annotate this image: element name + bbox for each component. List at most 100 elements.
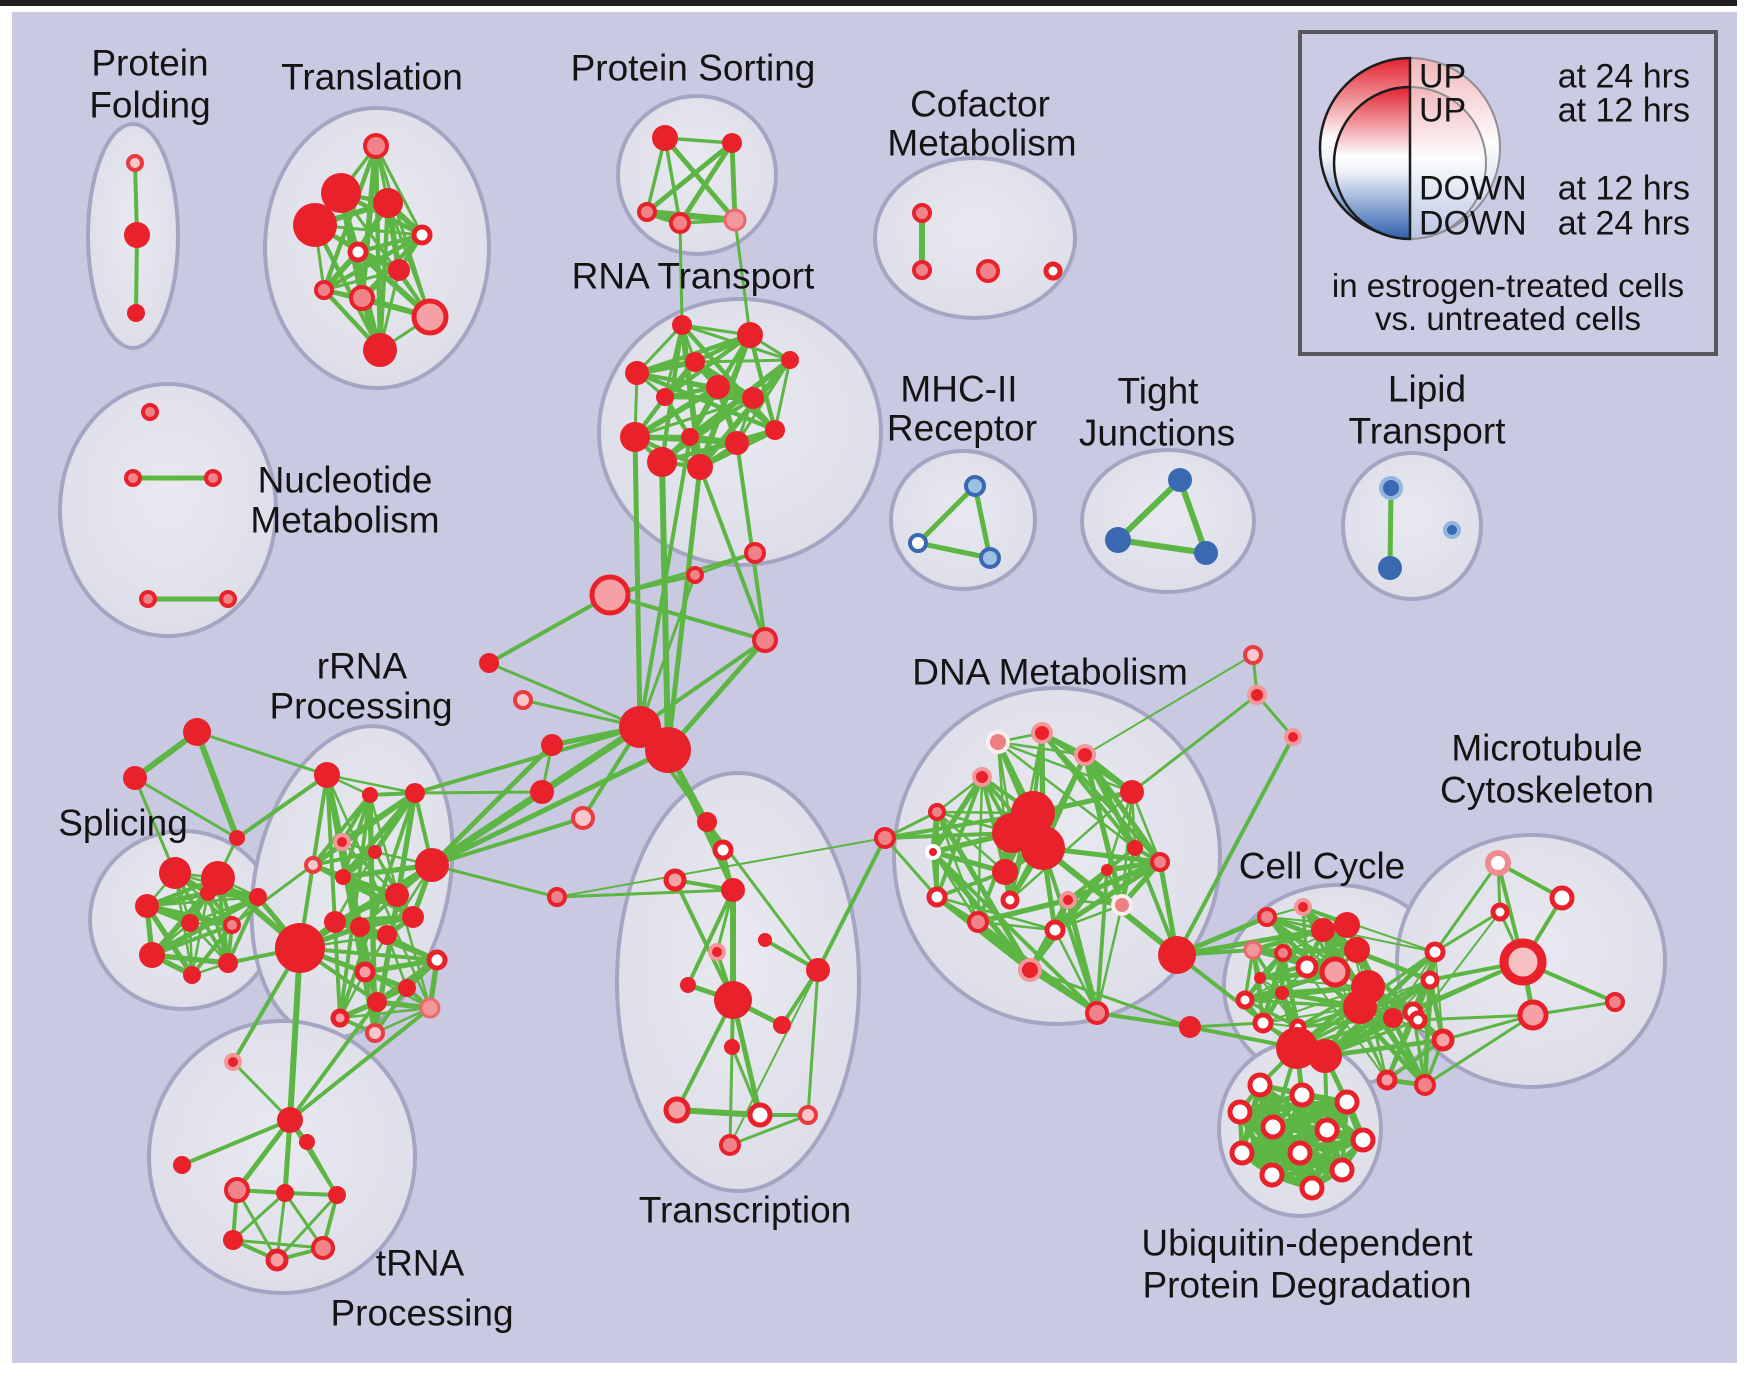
edge	[288, 1000, 379, 1122]
up-white-redring-node	[1247, 1072, 1273, 1098]
cluster-label-lt: Transport	[1349, 411, 1507, 452]
up-both-node	[1275, 986, 1289, 1000]
up-white-redring-node	[1044, 919, 1066, 941]
cluster-label-ps: Protein Sorting	[571, 48, 816, 89]
legend-dir-label: UP	[1419, 91, 1467, 130]
up-both-node	[645, 727, 691, 773]
up-both-node	[687, 454, 713, 480]
edge	[1082, 752, 1163, 865]
up-white-redring-node	[1490, 902, 1510, 922]
legend-caption-line1: in estrogen-treated cells	[1331, 267, 1685, 305]
edge	[429, 742, 555, 868]
edge	[377, 200, 391, 353]
edge	[608, 551, 757, 597]
edge	[1177, 477, 1209, 556]
edge	[429, 747, 671, 868]
edge	[733, 218, 752, 337]
cluster-label-rr: rRNA	[317, 646, 408, 687]
edge	[338, 1006, 432, 1020]
edge	[883, 836, 939, 899]
up-both-node	[656, 388, 674, 406]
up-both-node	[1179, 1016, 1201, 1038]
down-both-node	[1378, 556, 1402, 580]
cluster-label-tx: Transcription	[639, 1190, 851, 1231]
edge	[729, 140, 738, 223]
up-pink-redring-node	[1431, 1028, 1455, 1052]
up-both-node	[765, 420, 785, 440]
up-both-node	[398, 979, 416, 997]
edge	[487, 661, 642, 729]
edge	[1041, 846, 1099, 1015]
cluster-label-cm: Metabolism	[887, 123, 1076, 164]
edge	[679, 322, 778, 433]
edge	[180, 1118, 292, 1167]
cluster-label-dm: DNA Metabolism	[912, 652, 1188, 693]
edge	[235, 1188, 279, 1262]
up-pink-whitering-node	[1111, 894, 1133, 916]
up-pink-redring-node	[1376, 1069, 1398, 1091]
up-both-node	[314, 762, 340, 788]
cluster-label-sp: Splicing	[58, 803, 188, 844]
up-both-node	[620, 422, 650, 452]
up-both-node	[647, 447, 677, 477]
up-both-node	[388, 259, 410, 281]
up-both-node	[1343, 990, 1377, 1024]
edge	[1040, 845, 1180, 958]
edge	[935, 810, 980, 924]
cluster-label-nm: Metabolism	[250, 500, 439, 541]
up-both-node	[321, 173, 361, 213]
edge	[362, 957, 440, 975]
legend-time-label: at 24 hrs	[1557, 204, 1690, 243]
edge	[1236, 1098, 1351, 1116]
up-white-redring-node	[1329, 1157, 1355, 1183]
up-both-node	[721, 878, 745, 902]
up-salmon-redring-node	[124, 469, 142, 487]
up-both-node	[229, 830, 245, 846]
up-white-redring-node	[1289, 1082, 1315, 1108]
up-salmon-redring-node	[204, 469, 222, 487]
down-both-node	[1105, 527, 1131, 553]
up-salmon-redring-node	[1414, 1074, 1436, 1096]
edge	[643, 208, 739, 224]
up-both-node	[124, 222, 150, 248]
up-both-node	[362, 787, 378, 803]
up-both-node	[1101, 864, 1113, 876]
edge	[1084, 654, 1254, 756]
edge	[133, 776, 239, 840]
up-salmon-redring-node	[224, 1177, 250, 1203]
up-salmon-redring-node	[967, 911, 989, 933]
cluster-label-lt: Lipid	[1388, 369, 1466, 410]
up-pink-whitering-node	[986, 730, 1010, 754]
up-both-node	[652, 125, 678, 151]
edge	[883, 831, 1014, 840]
cluster-label-ub: Protein Degradation	[1142, 1265, 1471, 1306]
edge	[133, 776, 177, 875]
up-lightpink-redring-node	[798, 1105, 818, 1125]
up-red-pinkring-node	[1018, 958, 1042, 982]
edge	[149, 890, 211, 958]
edge	[231, 1060, 292, 1122]
legend-caption-line2: vs. untreated cells	[1375, 300, 1641, 338]
up-pink-node	[723, 208, 747, 232]
edge	[1441, 1013, 1535, 1042]
up-both-node	[139, 942, 165, 968]
up-both-node	[415, 848, 449, 882]
up-both-node	[367, 992, 387, 1012]
edge	[996, 740, 1134, 794]
cluster-label-mhc: Receptor	[887, 408, 1037, 449]
edge	[338, 791, 417, 1020]
edge	[325, 773, 417, 795]
edge	[934, 809, 1033, 973]
edge	[735, 441, 767, 642]
edge	[728, 1113, 810, 1147]
up-both-node	[200, 885, 216, 901]
edge	[287, 945, 303, 1123]
up-pink-redring-node	[1319, 956, 1351, 988]
edge	[333, 850, 377, 924]
edge	[234, 1117, 293, 1193]
edge	[374, 144, 424, 237]
edge	[638, 638, 767, 729]
edge	[773, 358, 792, 432]
up-red-pinkring-node	[708, 943, 726, 961]
up-both-node	[223, 1230, 243, 1250]
